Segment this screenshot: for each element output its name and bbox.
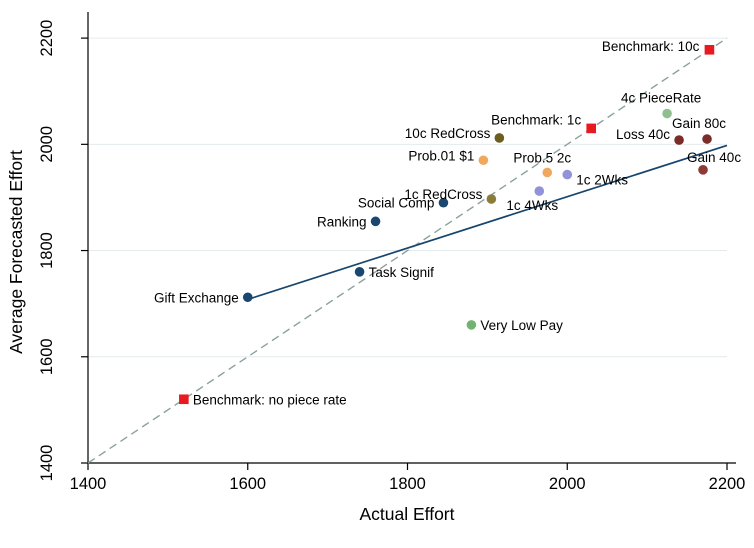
data-point xyxy=(702,134,712,144)
data-point-label: Prob.5 2c xyxy=(513,150,571,165)
x-tick-label: 2000 xyxy=(549,475,586,493)
data-point-label: Social Comp xyxy=(358,196,435,211)
x-tick-label: 1400 xyxy=(70,475,107,493)
data-point-label: Task Signif xyxy=(369,265,435,280)
data-point-label: Benchmark: no piece rate xyxy=(193,392,347,407)
data-point xyxy=(438,197,449,208)
y-axis-title: Average Forecasted Effort xyxy=(6,150,26,354)
x-tick-label: 1800 xyxy=(389,475,426,493)
data-point-label: Prob.01 $1 xyxy=(408,148,474,163)
y-tick-label: 2000 xyxy=(38,126,56,163)
data-point xyxy=(704,44,715,55)
data-point xyxy=(354,266,365,277)
data-point xyxy=(662,108,672,119)
data-point xyxy=(534,186,545,196)
data-point-label: Gain 40c xyxy=(687,150,741,165)
identity-45-degree-line xyxy=(87,37,728,464)
data-point xyxy=(698,165,708,175)
x-tick-label: 1600 xyxy=(229,475,266,493)
data-point-label: 10c RedCross xyxy=(405,126,491,141)
data-point xyxy=(466,320,477,330)
data-point xyxy=(586,123,597,134)
y-tick-label: 1400 xyxy=(38,445,56,482)
x-tick-label: 2200 xyxy=(709,475,746,493)
y-tick-label: 1600 xyxy=(38,338,56,375)
x-axis-title: Actual Effort xyxy=(359,504,454,524)
data-point xyxy=(674,135,684,145)
data-point-label: Benchmark: 10c xyxy=(602,39,700,54)
data-point-label: Gain 80c xyxy=(672,116,726,131)
y-tick-label: 1800 xyxy=(38,232,56,269)
data-point xyxy=(179,394,189,405)
fit-line xyxy=(247,144,728,301)
data-point-label: 4c PieceRate xyxy=(621,91,701,106)
data-point-label: 1c 4Wks xyxy=(506,198,558,213)
data-point-label: Very Low Pay xyxy=(480,318,563,333)
data-point-label: Benchmark: 1c xyxy=(491,112,581,127)
y-tick-label: 2200 xyxy=(38,20,56,57)
data-point xyxy=(478,155,489,166)
data-point xyxy=(494,133,505,143)
data-point-label: Gift Exchange xyxy=(154,290,239,305)
chart-layer: 1400 1600 1800 2000 2200 1400 1600 1800 2000 2200… xyxy=(38,12,745,493)
data-point-label: Ranking xyxy=(317,214,367,229)
data-point xyxy=(242,292,253,303)
data-point-label: 1c 2Wks xyxy=(576,173,628,188)
data-point xyxy=(486,194,497,204)
data-point xyxy=(562,169,573,180)
data-point-label: 1c RedCross xyxy=(404,187,482,202)
data-point-label: Loss 40c xyxy=(616,127,670,142)
data-point xyxy=(542,167,553,178)
data-point xyxy=(370,216,381,227)
